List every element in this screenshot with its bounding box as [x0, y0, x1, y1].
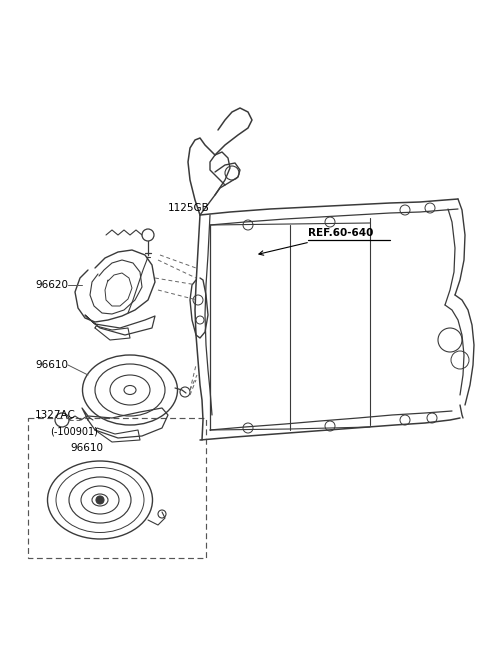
- Text: 96610: 96610: [35, 360, 68, 370]
- Text: 96620: 96620: [35, 280, 68, 290]
- Text: 96610: 96610: [70, 443, 103, 453]
- Text: REF.60-640: REF.60-640: [308, 228, 373, 238]
- Text: 1125GB: 1125GB: [168, 203, 210, 213]
- Text: 1327AC: 1327AC: [35, 410, 76, 420]
- Text: (-100901): (-100901): [50, 427, 98, 437]
- Circle shape: [96, 496, 104, 504]
